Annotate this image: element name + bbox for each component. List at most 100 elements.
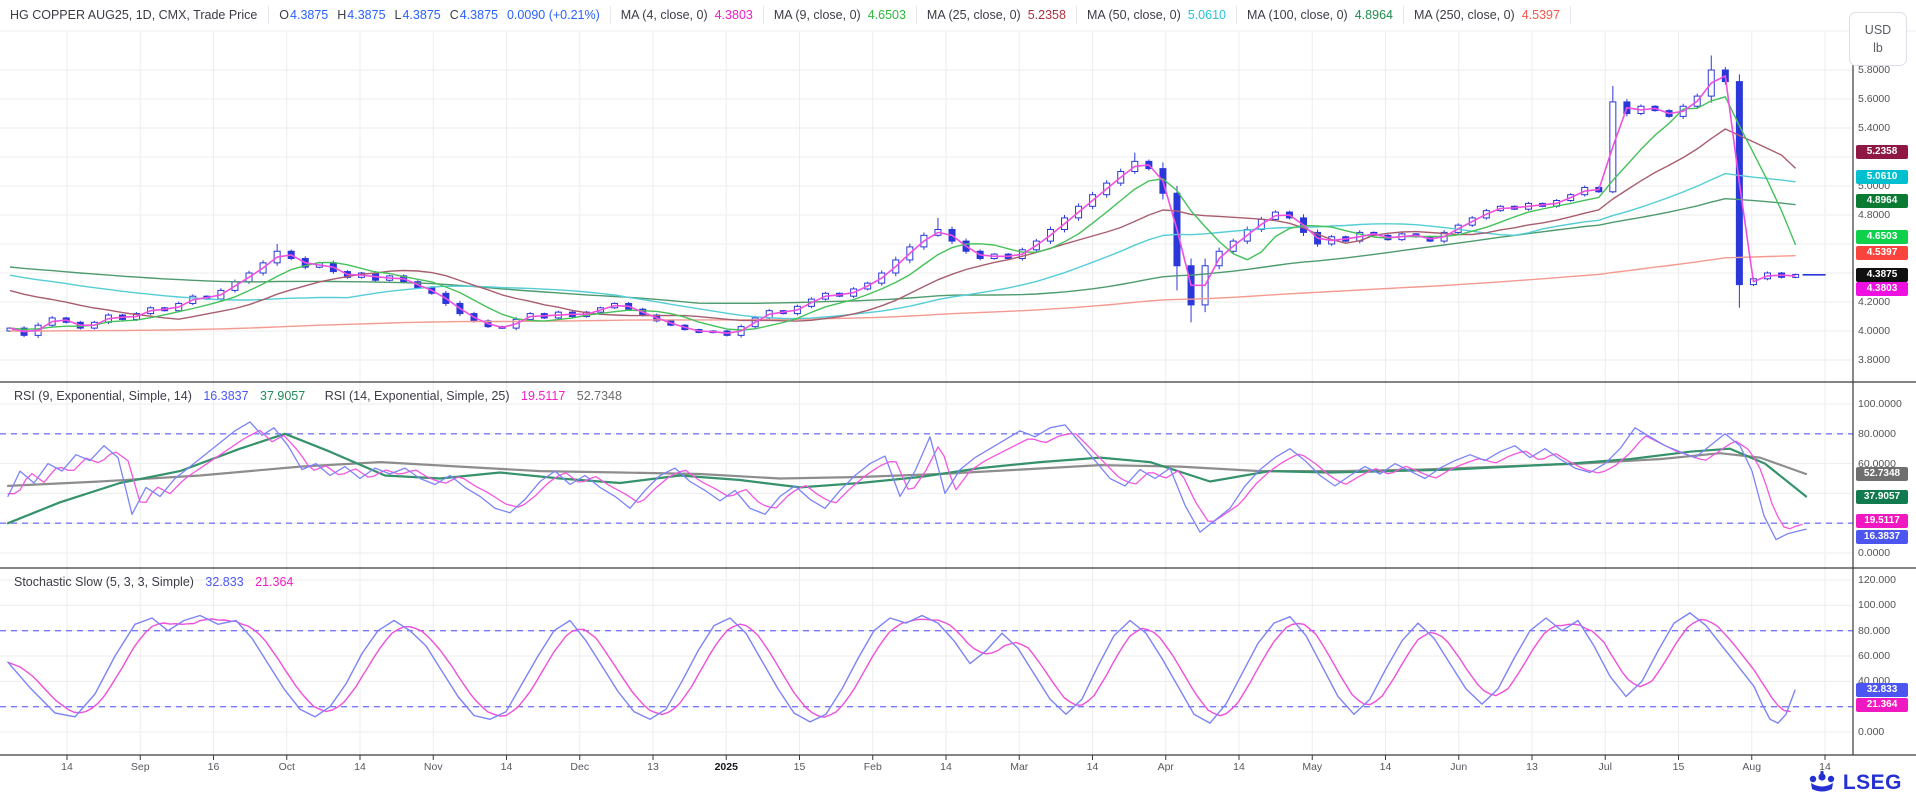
price-axis-label: 5.6000 — [1858, 93, 1891, 105]
time-axis-label: Dec — [570, 761, 590, 773]
rsi-badge: 19.5117 — [1856, 513, 1908, 528]
ma-value: 4.5397 — [1521, 8, 1560, 22]
symbol-label: HG COPPER AUG25, 1D, CMX, Trade Price — [10, 8, 258, 22]
unit-box[interactable]: USD lb — [1849, 12, 1907, 66]
ma-legend-item-100[interactable]: MA (100, close, 0) 4.8964 — [1237, 6, 1404, 24]
rsi14-label: RSI (14, Exponential, Simple, 25) — [324, 389, 510, 403]
stochastic-d-value: 21.364 — [255, 575, 294, 589]
time-axis-label: 15 — [793, 761, 806, 773]
ma-label: MA (250, close, 0) — [1413, 8, 1515, 22]
ma-line-ma4 — [9, 75, 1796, 335]
rsi-axis-label: 60.0000 — [1858, 457, 1896, 470]
stochastic-legend[interactable]: Stochastic Slow (5, 3, 3, Simple) 32.833… — [14, 575, 301, 589]
rsi-badge: 52.7348 — [1856, 467, 1908, 482]
ma-line-ma9 — [9, 96, 1797, 331]
time-axis-label: 14 — [61, 761, 73, 773]
time-axis-label: 16 — [207, 761, 220, 773]
ma-value: 5.0610 — [1187, 8, 1226, 22]
time-axis-label: Apr — [1157, 761, 1174, 773]
price-axis-label: 4.8000 — [1858, 209, 1891, 221]
rsi-badge: 37.9057 — [1856, 489, 1908, 504]
price-badge: 5.2358 — [1856, 144, 1908, 159]
low-value: L 4.3875 — [394, 8, 441, 22]
high-value: H 4.3875 — [337, 8, 386, 22]
stochastic-lines — [7, 612, 1796, 724]
stoch-axis-label: 100.000 — [1858, 599, 1896, 612]
rsi-axis-label: 100.0000 — [1858, 398, 1902, 410]
lseg-wordmark: LSEG — [1842, 771, 1902, 794]
ma-legend-item-250[interactable]: MA (250, close, 0) 4.5397 — [1404, 6, 1571, 24]
stoch-axis-label: 60.000 — [1858, 649, 1891, 662]
time-axis-label: 14 — [500, 761, 513, 773]
time-axis-label: Nov — [423, 761, 443, 773]
rsi-axis-label: 0.0000 — [1858, 547, 1891, 559]
ma-label: MA (50, close, 0) — [1086, 8, 1181, 22]
ohlc-group[interactable]: O 4.3875 H 4.3875 L 4.3875 C 4.3875 0.0090 (… — [269, 6, 611, 24]
rsi9-avg-value: 37.9057 — [260, 389, 306, 403]
price-axis-label: 5.4000 — [1858, 122, 1891, 134]
time-axis-label: Jul — [1598, 761, 1612, 773]
time-axis-label: 15 — [1672, 761, 1685, 773]
time-axis-label: 14 — [1086, 761, 1099, 773]
ma-line-ma50 — [9, 172, 1796, 320]
time-axis-label: Oct — [278, 761, 295, 773]
candlestick-series — [6, 55, 1800, 338]
ma-legend: MA (4, close, 0) 4.3803 MA (9, close, 0) 4.… — [611, 6, 1571, 24]
time-axis-label: May — [1302, 761, 1323, 773]
ma-legend-item-25[interactable]: MA (25, close, 0) 5.2358 — [917, 6, 1077, 24]
moving-average-lines — [9, 75, 1797, 335]
time-axis-label: Sep — [130, 761, 150, 773]
time-axis-label: 14 — [354, 761, 366, 773]
time-axis-label: 14 — [940, 761, 952, 773]
ma-label: MA (9, close, 0) — [773, 8, 861, 22]
ma-label: MA (4, close, 0) — [620, 8, 708, 22]
ma-value: 5.2358 — [1027, 8, 1066, 22]
time-axis-label: 14 — [1233, 761, 1245, 773]
ma-value: 4.6503 — [867, 8, 906, 22]
instrument-title[interactable]: HG COPPER AUG25, 1D, CMX, Trade Price — [0, 6, 270, 24]
close-value: C 4.3875 — [449, 8, 498, 22]
rsi-legend[interactable]: RSI (9, Exponential, Simple, 14) 16.3837… — [14, 389, 622, 403]
ma-value: 4.8964 — [1354, 8, 1393, 22]
rsi9-label: RSI (9, Exponential, Simple, 14) — [14, 389, 192, 403]
reference-lines — [0, 433, 1853, 708]
rsi14-value: 19.5117 — [521, 389, 566, 403]
ma-line-ma100 — [9, 197, 1796, 304]
rsi-lines — [6, 421, 1808, 541]
time-axis-label: Aug — [1742, 761, 1762, 773]
time-axis-label: 2025 — [714, 761, 738, 773]
change-value: 0.0090 (+0.21%) — [506, 8, 600, 22]
stoch-axis-label: 120.000 — [1858, 573, 1896, 586]
ma-label: MA (25, close, 0) — [926, 8, 1021, 22]
price-axis-label: 4.2000 — [1858, 296, 1891, 308]
price-axis-label: 3.8000 — [1858, 354, 1891, 366]
price-badge: 4.3803 — [1856, 281, 1908, 296]
price-badge: 4.3875 — [1856, 267, 1908, 282]
ma-value: 4.3803 — [714, 8, 753, 22]
lseg-crest-icon — [1809, 771, 1835, 792]
stoch-axis-label: 80.000 — [1858, 624, 1891, 637]
ma-legend-item-9[interactable]: MA (9, close, 0) 4.6503 — [764, 6, 917, 24]
panel-separators — [0, 30, 1916, 760]
time-axis-label: 13 — [647, 761, 659, 773]
stochastic-label: Stochastic Slow (5, 3, 3, Simple) — [14, 575, 194, 589]
price-badge: 5.0610 — [1856, 170, 1908, 185]
time-axis-label: 13 — [1526, 761, 1538, 773]
time-axis-label: Mar — [1010, 761, 1029, 773]
ma-legend-item-50[interactable]: MA (50, close, 0) 5.0610 — [1077, 6, 1237, 24]
time-axis-label: 14 — [1819, 761, 1831, 773]
stoch-badge: 21.364 — [1856, 697, 1908, 712]
stoch-badge: 32.833 — [1856, 683, 1908, 698]
open-value: O 4.3875 — [279, 8, 329, 22]
stoch-axis-label: 0.000 — [1858, 726, 1885, 738]
time-axis-label: Jun — [1450, 761, 1468, 773]
time-axis-label: Feb — [863, 761, 882, 773]
ma-legend-item-4[interactable]: MA (4, close, 0) 4.3803 — [611, 6, 764, 24]
lseg-logo[interactable]: LSEG — [1807, 770, 1902, 796]
rsi9-value: 16.3837 — [203, 389, 249, 403]
price-badge: 4.8964 — [1856, 194, 1908, 209]
ma-line-ma250 — [10, 255, 1796, 332]
price-axis-label: 5.8000 — [1858, 64, 1891, 76]
